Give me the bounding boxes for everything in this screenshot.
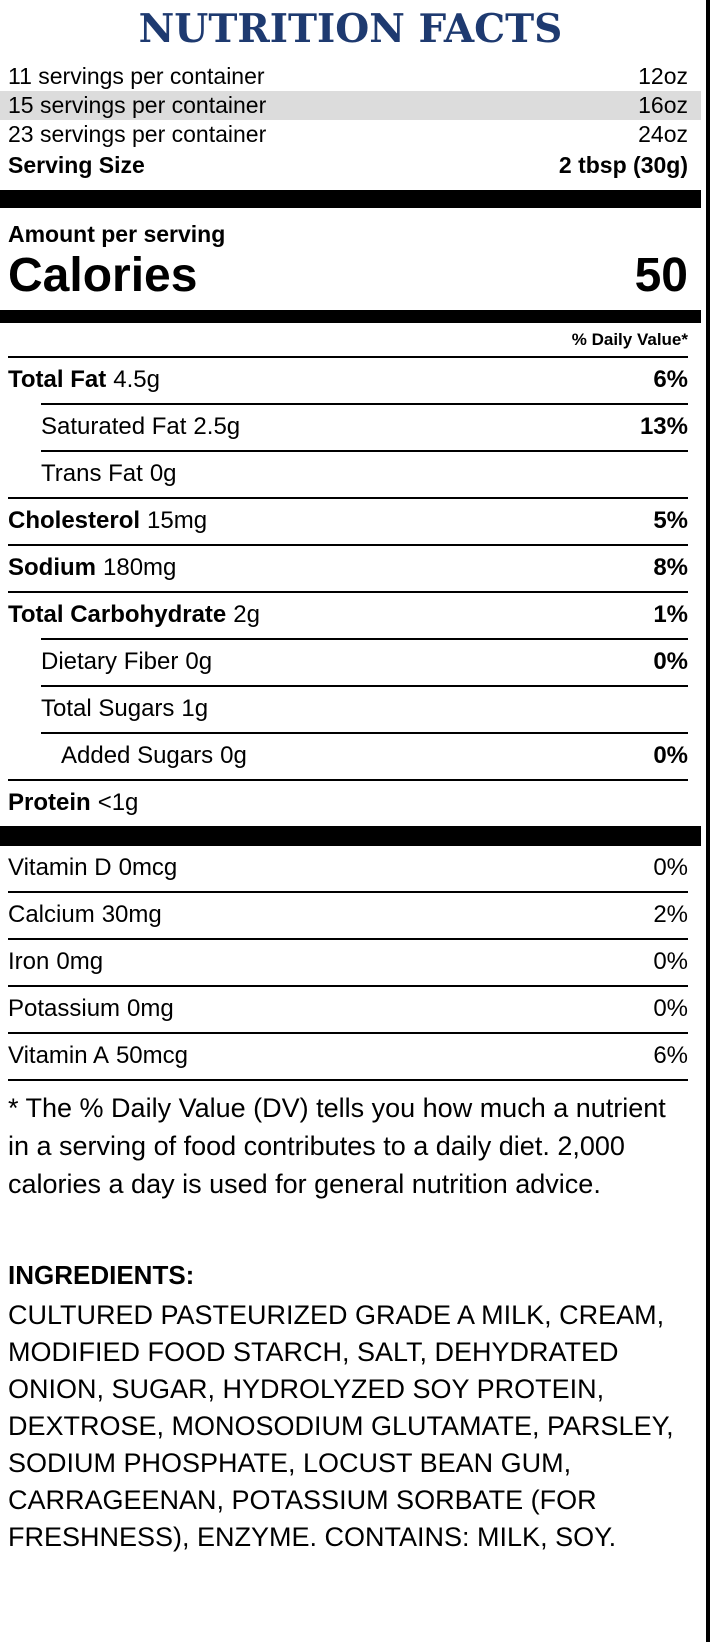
nutrient-pct: 1%	[653, 601, 688, 628]
nutrient-row-dietary-fiber: Dietary Fiber 0g 0%	[8, 640, 688, 685]
nutrient-row-protein: Protein <1g	[8, 781, 688, 826]
divider	[41, 638, 688, 640]
vitamin-amount: 50mcg	[115, 1042, 188, 1069]
vitamin-pct: 0%	[653, 854, 688, 881]
divider	[8, 938, 688, 940]
nutrient-pct: 6%	[653, 366, 688, 393]
vitamin-pct: 0%	[653, 995, 688, 1022]
nutrition-facts-title: NUTRITION FACTS	[138, 6, 563, 52]
label-right-border-rule	[706, 0, 710, 1642]
nutrient-name: Saturated Fat	[41, 413, 187, 440]
nutrient-name: Total Fat	[8, 366, 107, 393]
vitamin-row-iron: Iron 0mg 0%	[8, 940, 688, 985]
vitamin-name: Vitamin A	[8, 1042, 109, 1069]
nutrient-name: Trans Fat	[41, 460, 143, 487]
nutrient-row-trans-fat: Trans Fat 0g	[8, 452, 688, 497]
ingredients-heading: INGREDIENTS:	[8, 1260, 195, 1290]
serving-size-row: Serving Size 2 tbsp (30g)	[0, 149, 701, 181]
daily-value-header: % Daily Value*	[571, 330, 688, 349]
nutrient-amount: 0g	[220, 742, 247, 769]
vitamin-amount: 30mg	[101, 901, 162, 928]
serving-option-row-24oz[interactable]: 23 servings per container 24oz	[0, 120, 701, 149]
ingredients-text: CULTURED PASTEURIZED GRADE A MILK, CREAM…	[8, 1300, 674, 1552]
divider	[8, 1079, 688, 1081]
vitamin-amount: 0mg	[56, 948, 104, 975]
calories-row: Calories 50	[8, 249, 688, 303]
serving-size-value: 2 tbsp (30g)	[558, 151, 688, 178]
amount-per-serving-label: Amount per serving	[8, 221, 226, 247]
divider	[8, 591, 688, 593]
nutrient-pct: 0%	[653, 742, 688, 769]
serving-size-label: Serving Size	[8, 151, 145, 178]
serving-option-text: 23 servings per container	[8, 121, 267, 147]
serving-option-row-12oz[interactable]: 11 servings per container 12oz	[0, 62, 701, 91]
nutrient-pct: 13%	[639, 413, 688, 440]
nutrient-row-saturated-fat: Saturated Fat 2.5g 13%	[8, 405, 688, 450]
nutrient-name: Protein	[8, 789, 91, 816]
nutrient-amount: 0g	[185, 648, 213, 675]
vitamin-name: Vitamin D	[8, 854, 112, 881]
calories-value: 50	[634, 249, 688, 302]
nutrient-amount: 2.5g	[193, 413, 241, 440]
divider	[8, 356, 688, 358]
vitamin-name: Iron	[8, 948, 50, 975]
vitamin-row-vitamin-d: Vitamin D 0mcg 0%	[8, 846, 688, 891]
thick-separator-vitamins	[0, 826, 701, 846]
divider	[8, 497, 688, 499]
divider	[8, 891, 688, 893]
vitamin-name: Potassium	[8, 995, 121, 1022]
nutrient-amount: 2g	[233, 601, 260, 628]
vitamin-pct: 0%	[653, 948, 688, 975]
calories-label: Calories	[8, 249, 198, 302]
divider	[41, 450, 688, 452]
vitamin-amount: 0mcg	[118, 854, 178, 881]
daily-value-footnote: * The % Daily Value (DV) tells you how m…	[8, 1093, 666, 1199]
nutrient-name: Total Sugars	[41, 695, 175, 722]
divider	[41, 732, 688, 734]
nutrient-amount: <1g	[97, 789, 139, 816]
nutrient-name: Sodium	[8, 554, 96, 581]
vitamin-row-calcium: Calcium 30mg 2%	[8, 893, 688, 938]
nutrient-amount: 0g	[149, 460, 177, 487]
nutrient-name: Dietary Fiber	[41, 648, 179, 675]
vitamin-row-potassium: Potassium 0mg 0%	[8, 987, 688, 1032]
nutrient-amount: 15mg	[147, 507, 208, 534]
divider	[41, 403, 688, 405]
nutrient-pct: 8%	[653, 554, 688, 581]
nutrient-amount: 1g	[181, 695, 209, 722]
nutrient-pct: 0%	[653, 648, 688, 675]
divider	[41, 685, 688, 687]
vitamin-row-vitamin-a: Vitamin A 50mcg 6%	[8, 1034, 688, 1079]
nutrient-row-sodium: Sodium 180mg 8%	[8, 546, 688, 591]
nutrient-row-cholesterol: Cholesterol 15mg 5%	[8, 499, 688, 544]
divider	[8, 985, 688, 987]
thick-separator-top	[0, 190, 701, 208]
vitamin-name: Calcium	[8, 901, 95, 928]
nutrient-row-total-sugars: Total Sugars 1g	[8, 687, 688, 732]
nutrient-pct: 5%	[653, 507, 688, 534]
serving-option-size: 16oz	[638, 92, 688, 118]
serving-option-text: 15 servings per container	[8, 92, 267, 118]
serving-option-row-16oz-selected[interactable]: 15 servings per container 16oz	[0, 91, 701, 120]
serving-option-text: 11 servings per container	[8, 63, 265, 89]
nutrient-name: Added Sugars	[61, 742, 214, 769]
medium-separator-calories	[0, 310, 701, 323]
vitamin-amount: 0mg	[127, 995, 174, 1022]
nutrient-row-total-fat: Total Fat 4.5g 6%	[8, 358, 688, 403]
divider	[8, 779, 688, 781]
nutrient-row-added-sugars: Added Sugars 0g 0%	[8, 734, 688, 779]
nutrient-name: Total Carbohydrate	[8, 601, 227, 628]
divider	[8, 1032, 688, 1034]
nutrient-name: Cholesterol	[8, 507, 141, 534]
divider	[8, 544, 688, 546]
nutrient-row-total-carbohydrate: Total Carbohydrate 2g 1%	[8, 593, 688, 638]
serving-option-size: 24oz	[638, 121, 688, 147]
vitamin-pct: 6%	[653, 1042, 688, 1069]
nutrient-amount: 180mg	[103, 554, 177, 581]
nutrient-amount: 4.5g	[113, 366, 160, 393]
vitamin-pct: 2%	[653, 901, 688, 928]
serving-option-size: 12oz	[638, 63, 688, 89]
